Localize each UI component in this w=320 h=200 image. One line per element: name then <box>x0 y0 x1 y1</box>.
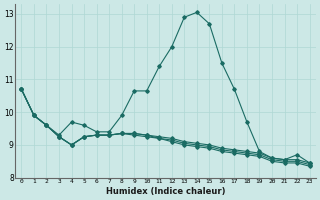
X-axis label: Humidex (Indice chaleur): Humidex (Indice chaleur) <box>106 187 225 196</box>
